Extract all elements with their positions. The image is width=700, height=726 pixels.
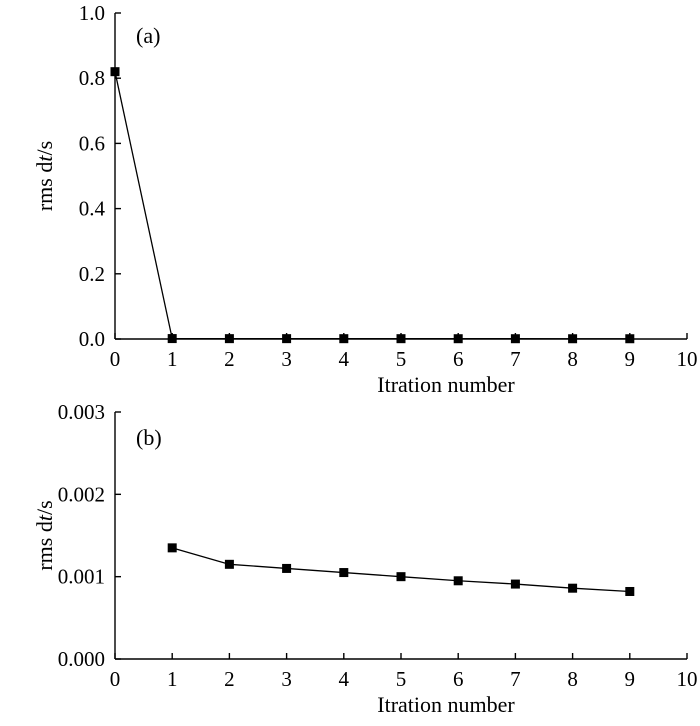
x-tick-label: 5 [396,347,407,371]
y-tick-label: 0.2 [79,262,105,286]
x-tick-label: 5 [396,667,407,691]
data-point [510,579,520,589]
x-axis-title: Itration number [377,692,515,717]
data-point [625,334,635,344]
y-tick-label: 0.003 [58,400,105,424]
data-point [282,334,292,344]
y-tick-label: 0.000 [58,647,105,671]
y-axis-title: rms dt/s [32,141,57,211]
series-line [114,71,630,340]
data-point [167,334,177,344]
y-axis-title-prefix: rms d [32,521,57,571]
x-tick-label: 10 [677,667,698,691]
x-tick-label: 0 [110,347,121,371]
data-point [224,559,234,569]
x-tick-label: 1 [167,347,178,371]
series-line [172,547,630,593]
y-axis-title-italic: t [32,514,57,521]
data-point [453,334,463,344]
data-point [224,334,234,344]
y-axis-title-prefix: rms d [32,162,57,212]
data-point [453,576,463,586]
y-tick-label: 1.0 [79,1,105,25]
data-point [110,67,120,77]
x-tick-label: 6 [453,347,464,371]
data-point [167,543,177,553]
x-axis-title: Itration number [377,372,515,397]
data-point [568,334,578,344]
data-point [282,563,292,573]
data-point [510,334,520,344]
y-tick-label: 0.002 [58,482,105,506]
data-point [339,568,349,578]
x-tick-label: 2 [224,347,235,371]
data-point [396,334,406,344]
x-tick-label: 9 [625,347,636,371]
y-axis-title-italic: t [32,155,57,162]
y-axis-title-suffix: /s [32,141,57,156]
panel-a: 0 1 2 3 4 5 6 7 8 9 10 0.0 0.2 0.4 0.6 0.8 1.0 (a) Itratio… [32,1,698,397]
x-tick-label: 4 [339,347,350,371]
x-tick-label: 0 [110,667,121,691]
y-tick-label: 0.0 [79,327,105,351]
x-tick-label: 8 [567,667,578,691]
panel-label: (a) [136,23,160,48]
data-point [339,334,349,344]
x-tick-label: 7 [510,347,521,371]
y-tick-label: 0.6 [79,131,105,155]
y-tick-label: 0.8 [79,66,105,90]
x-tick-label: 8 [567,347,578,371]
data-point [568,583,578,593]
x-tick-label: 3 [281,347,292,371]
x-tick-label: 10 [677,347,698,371]
x-tick-label: 6 [453,667,464,691]
panel-b: 0 1 2 3 4 5 6 7 8 9 10 0.000 0.001 0.002 0.003 (b) Itrat… [32,400,698,717]
x-tick-label: 7 [510,667,521,691]
data-point [396,572,406,582]
x-tick-label: 4 [339,667,350,691]
y-axis-title-suffix: /s [32,500,57,515]
x-tick-label: 9 [625,667,636,691]
y-axis-title: rms dt/s [32,500,57,570]
y-tick-label: 0.001 [58,565,105,589]
y-tick-label: 0.4 [79,197,106,221]
panel-label: (b) [136,425,162,450]
data-point [625,586,635,596]
x-tick-label: 3 [281,667,292,691]
x-tick-label: 2 [224,667,235,691]
x-tick-label: 1 [167,667,178,691]
